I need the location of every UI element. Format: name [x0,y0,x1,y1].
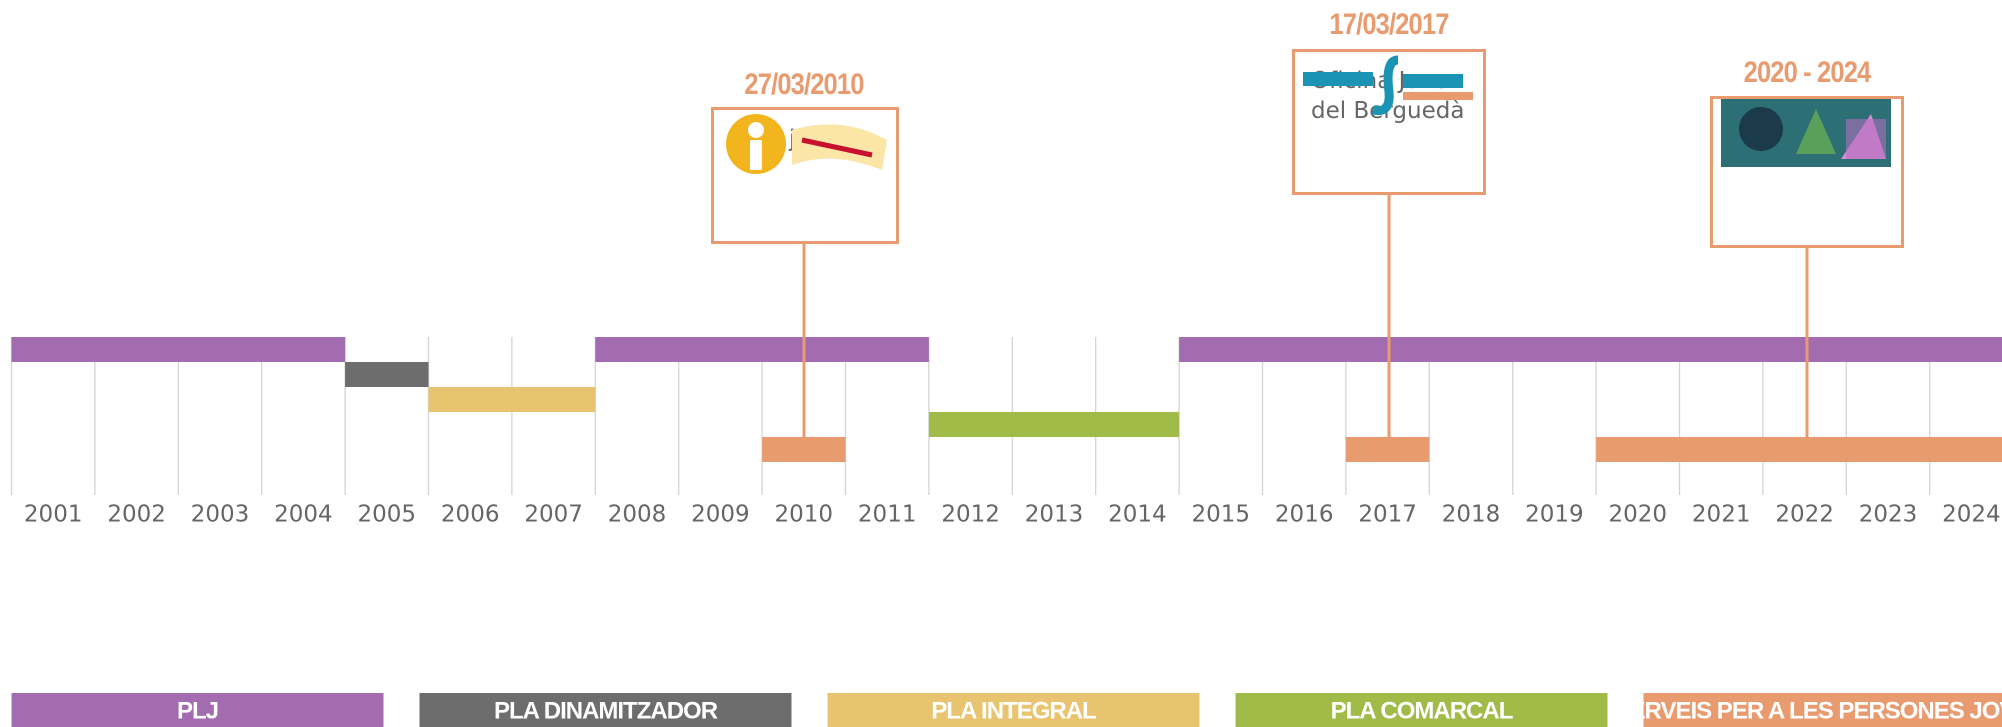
x-tick-label: 2008 [608,502,667,528]
x-tick-label: 2018 [1442,502,1501,528]
timeline-bar [929,412,1179,437]
event-logo [1303,52,1483,120]
timeline-bar [12,337,346,362]
x-tick-label: 2004 [274,502,333,528]
timeline-bar [1596,437,2002,462]
event-date: 2020 - 2024 [1697,56,1918,90]
timeline-bar [1346,437,1429,462]
x-tick-label: 2006 [441,502,500,528]
x-tick-label: 2010 [775,502,834,528]
x-tick-label: 2013 [1025,502,1084,528]
x-tick-label: 2022 [1775,502,1834,528]
x-tick-label: 2005 [358,502,417,528]
x-tick-label: 2009 [691,502,750,528]
event-card: Oficina Jove del Berguedà [1292,49,1486,195]
x-tick-label: 2012 [941,502,1000,528]
x-tick-label: 2020 [1609,502,1668,528]
event-card: Espai Jove [1710,96,1904,248]
x-tick-label: 2021 [1692,502,1751,528]
x-tick-label: 2011 [858,502,917,528]
x-tick-label: 2016 [1275,502,1334,528]
legend-label: PLA COMARCAL [1331,697,1513,724]
legend-label: SERVEIS PER A LES PERSONES JOVES [1615,697,2002,724]
x-tick-label: 2023 [1859,502,1918,528]
event-date: 27/03/2010 [694,68,915,102]
timeline-bar [429,387,596,412]
x-tick-label: 2001 [24,502,83,528]
chart: 2001 2002 2003 2004 2005 2006 2007 2008 2009 2010… [0,0,2002,727]
legend-label: PLJ [177,697,218,724]
x-tick-label: 2024 [1942,502,2001,528]
timeline-bar [345,362,428,387]
timeline-bar [762,437,845,462]
legend-label: PLA INTEGRAL [931,697,1096,724]
x-tick-label: 2015 [1192,502,1251,528]
event-card: Punt jove [711,107,899,244]
event-date: 17/03/2017 [1279,8,1500,42]
timeline-bar [595,337,929,362]
x-tick-label: 2003 [191,502,250,528]
x-tick-label: 2007 [524,502,583,528]
event-logo [1721,99,1891,167]
x-tick-label: 2014 [1108,502,1167,528]
x-tick-label: 2017 [1358,502,1417,528]
legend-label: PLA DINAMITZADOR [494,697,718,724]
x-tick-label: 2002 [107,502,166,528]
page: 2001 2002 2003 2004 2005 2006 2007 2008 2009 2010… [0,0,2002,727]
timeline-bar [1179,337,2002,362]
x-tick-label: 2019 [1525,502,1584,528]
event-logo [722,110,892,178]
